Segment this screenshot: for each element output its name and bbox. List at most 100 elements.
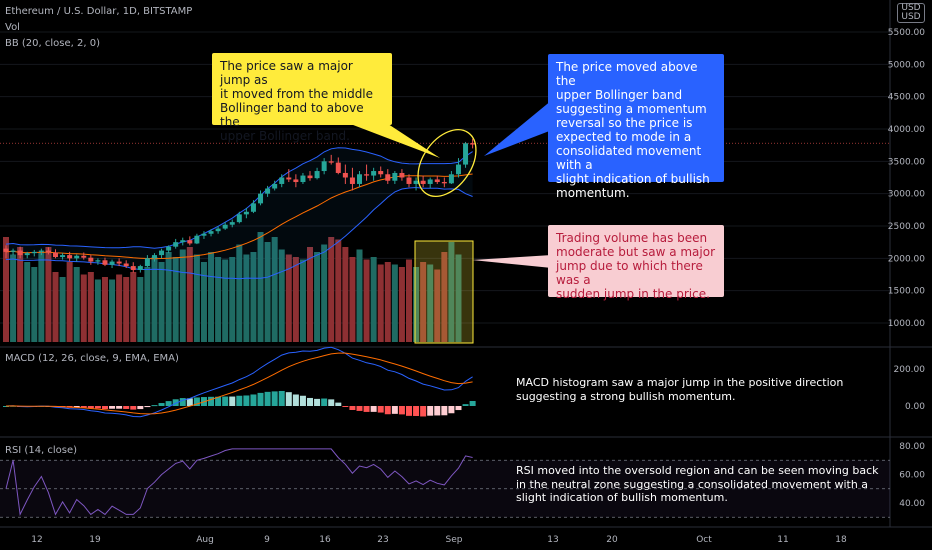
volume-bar [52, 272, 59, 342]
macd-histogram-bar [448, 406, 455, 414]
yellow-callout-line: Bollinger band to above the [220, 101, 364, 129]
currency-badge[interactable]: USD USD [897, 3, 925, 23]
volume-bar [130, 272, 137, 342]
volume-highlight-box [414, 240, 474, 344]
time-tick-label: 18 [835, 535, 847, 545]
time-tick-label: 20 [606, 535, 618, 545]
pink-callout-line: Trading volume has been [556, 231, 708, 245]
volume-bar [384, 262, 391, 342]
candle-body [52, 252, 58, 258]
candle-body [300, 175, 306, 183]
candle-body [272, 183, 278, 189]
macd-histogram-bar [73, 406, 80, 408]
volume-bar [3, 237, 9, 342]
macd-histogram-bar [370, 406, 377, 412]
candle-body [166, 246, 172, 251]
candle-body [448, 174, 454, 184]
rsi-note-line: RSI moved into the oversold region and c… [516, 464, 879, 477]
symbol-title: Ethereum / U.S. Dollar, 1D, BITSTAMP [5, 6, 193, 17]
rsi-tick-label: 60.00 [899, 471, 925, 481]
yellow-callout-pointer [340, 120, 440, 158]
candle-body [385, 174, 391, 181]
volume-bar [193, 254, 200, 342]
rsi-tick-label: 40.00 [899, 499, 925, 509]
volume-bars [3, 232, 462, 342]
volume-bar [101, 277, 108, 342]
price-tick-label: 4000.00 [888, 125, 925, 135]
volume-bar [215, 257, 222, 342]
volume-bar [271, 237, 278, 342]
rsi-line [5, 448, 473, 517]
macd-histogram-bar [165, 401, 172, 406]
price-jump-ellipse [417, 129, 477, 197]
macd-histogram-bar [377, 406, 384, 413]
volume-bar [292, 257, 299, 342]
candle-body [470, 143, 476, 145]
volume-bar [264, 242, 271, 342]
blue-callout-pointer [484, 100, 552, 156]
macd-histogram-bar [243, 395, 250, 406]
volume-bar [405, 259, 412, 342]
volume-bar [158, 262, 165, 342]
candle-body [201, 233, 207, 236]
candle-body [265, 188, 271, 194]
volume-bar [243, 254, 250, 342]
candle-body [3, 248, 9, 252]
macd-histogram-bar [342, 406, 349, 407]
macd-note: MACD histogram saw a major jump in the p… [516, 376, 843, 403]
macd-tick-label: 0.00 [905, 402, 925, 412]
macd-histogram-bar [455, 406, 462, 411]
volume-bar [356, 249, 363, 342]
candle-body [321, 161, 327, 172]
macd-histogram-bar [321, 398, 328, 406]
blue-callout-line: The price moved above the [556, 60, 698, 88]
blue-callout-line: upper Bollinger band [556, 88, 683, 102]
volume-bar [59, 277, 66, 342]
candle-body [45, 250, 51, 253]
macd-histogram-bar [80, 406, 87, 408]
volume-bar [17, 247, 24, 342]
candle-body [307, 175, 313, 179]
macd-histogram-bar [278, 390, 285, 406]
macd-histogram-bar [179, 398, 186, 406]
macd-histogram-bar [236, 395, 243, 406]
macd-histogram-bar [356, 406, 363, 411]
volume-bar [80, 274, 87, 342]
time-tick-label: 12 [31, 535, 42, 545]
price-axis: 1000.00 1500.00 2000.00 2500.00 3000.00 3500.… [888, 28, 925, 509]
volume-bar [377, 264, 384, 342]
volume-bar [299, 259, 306, 342]
macd-histogram-bar [328, 399, 335, 406]
volume-bar [109, 279, 116, 342]
price-tick-label: 2000.00 [888, 254, 925, 264]
candle-body [229, 222, 235, 225]
candle-body [215, 228, 221, 232]
candle-body [258, 193, 264, 204]
blue-callout: The price moved above the upper Bollinge… [548, 54, 724, 200]
candle-body [236, 214, 242, 223]
price-tick-label: 2500.00 [888, 222, 925, 232]
volume-bar [186, 247, 193, 342]
rsi-note: RSI moved into the oversold region and c… [516, 464, 879, 505]
volume-bar [335, 239, 342, 342]
blue-callout-line: suggesting a momentum [556, 102, 707, 116]
blue-callout-line: consolidated movement with a [556, 144, 702, 172]
time-tick-label: Sep [446, 535, 463, 545]
macd-histogram-bar [208, 396, 215, 406]
candle-body [328, 161, 334, 163]
macd-histogram-bar [158, 403, 165, 406]
pink-callout-line: moderate but saw a major [556, 245, 716, 259]
macd-histogram-bar [264, 391, 271, 406]
volume-bar [363, 259, 370, 342]
macd-histogram-bar [405, 406, 412, 416]
candle-body [293, 179, 299, 183]
volume-bar [278, 249, 285, 342]
candle-body [314, 171, 320, 179]
macd-histogram-bar [420, 406, 427, 417]
candle-body [88, 257, 94, 262]
candle-body [357, 174, 362, 184]
candle-body [378, 171, 384, 175]
price-tick-label: 4500.00 [888, 93, 925, 103]
macd-histogram-bar [222, 396, 229, 406]
volume-bar [137, 277, 144, 342]
